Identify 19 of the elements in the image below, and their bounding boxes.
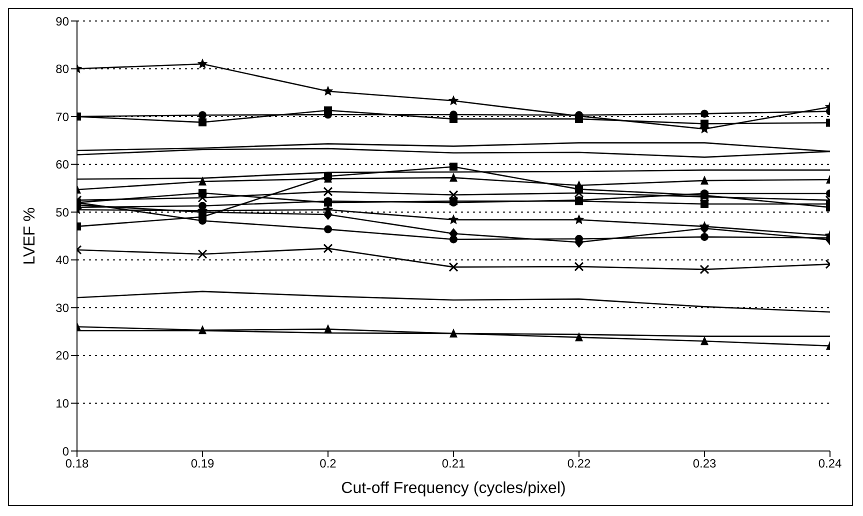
y-tick-label: 10 (56, 396, 70, 410)
y-tick-label: 70 (56, 110, 70, 124)
y-axis-title: LVEF % (22, 207, 39, 265)
x-tick-label: 0.23 (692, 456, 716, 471)
x-tick-label: 0.19 (190, 456, 214, 471)
y-tick-label: 0 (62, 444, 70, 458)
x-tick-label: 0.2 (320, 456, 337, 471)
x-tick-label: 0.18 (65, 456, 89, 471)
x-tick-label: 0.22 (567, 456, 591, 471)
y-tick-label: 90 (56, 14, 70, 28)
y-tick-label: 30 (56, 300, 70, 315)
x-tick-label: 0.21 (442, 456, 466, 471)
y-tick-label: 50 (56, 205, 70, 220)
y-tick-label: 20 (56, 348, 70, 363)
y-tick-label: 80 (56, 62, 70, 76)
x-tick-label: 0.24 (818, 456, 842, 471)
y-tick-label: 60 (56, 158, 70, 172)
y-tick-label: 40 (56, 253, 70, 268)
x-axis-title: Cut-off Frequency (cycles/pixel) (341, 480, 566, 497)
